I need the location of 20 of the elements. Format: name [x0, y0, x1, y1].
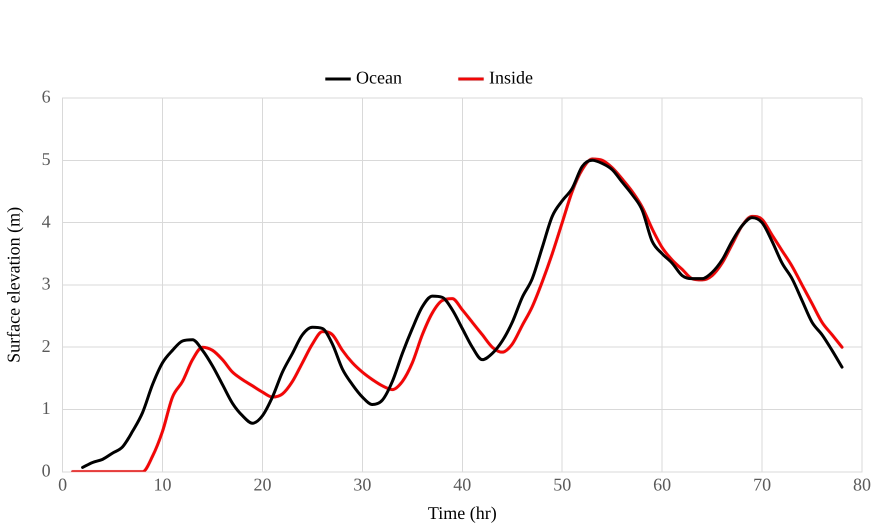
- x-tick-label: 70: [753, 474, 772, 494]
- x-tick-label: 30: [353, 474, 372, 494]
- x-tick-label: 40: [453, 474, 472, 494]
- y-tick-label: 5: [42, 149, 51, 170]
- x-tick-label: 0: [58, 474, 68, 494]
- legend-label: Ocean: [356, 68, 402, 88]
- y-tick-label: 3: [42, 274, 51, 294]
- x-tick-label: 20: [253, 474, 272, 494]
- y-tick-label: 6: [42, 86, 51, 107]
- y-tick-label: 1: [42, 398, 51, 418]
- y-axis-title: Surface elevation (m): [4, 206, 24, 363]
- y-tick-label: 0: [42, 460, 51, 481]
- legend-label: Inside: [488, 68, 533, 88]
- y-tick-label: 4: [42, 211, 51, 232]
- x-tick-label: 50: [553, 474, 572, 494]
- x-tick-label: 10: [154, 474, 172, 494]
- x-tick-label: 80: [853, 474, 871, 494]
- x-axis-title: Time (hr): [428, 502, 497, 523]
- y-tick-label: 2: [42, 336, 51, 356]
- x-tick-label: 60: [653, 474, 672, 494]
